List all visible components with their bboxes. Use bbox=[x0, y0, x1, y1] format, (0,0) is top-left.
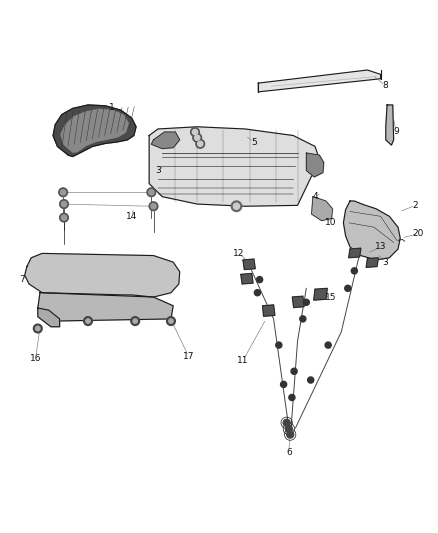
Circle shape bbox=[147, 188, 155, 197]
Polygon shape bbox=[241, 273, 253, 284]
Circle shape bbox=[257, 277, 263, 282]
Polygon shape bbox=[61, 109, 128, 152]
Circle shape bbox=[192, 130, 198, 135]
Polygon shape bbox=[349, 248, 361, 258]
Circle shape bbox=[133, 319, 138, 323]
Circle shape bbox=[60, 200, 68, 208]
Polygon shape bbox=[263, 305, 275, 316]
Circle shape bbox=[351, 268, 357, 274]
Polygon shape bbox=[343, 201, 400, 260]
Circle shape bbox=[345, 285, 351, 292]
Circle shape bbox=[191, 128, 199, 136]
Text: 15: 15 bbox=[325, 293, 336, 302]
Polygon shape bbox=[149, 127, 319, 206]
Text: 2: 2 bbox=[413, 201, 418, 210]
Text: 17: 17 bbox=[183, 351, 194, 360]
Circle shape bbox=[84, 317, 92, 326]
Polygon shape bbox=[53, 105, 136, 157]
Polygon shape bbox=[38, 308, 60, 327]
Polygon shape bbox=[314, 288, 327, 300]
Circle shape bbox=[286, 425, 292, 432]
Text: 3: 3 bbox=[382, 257, 388, 266]
Circle shape bbox=[166, 317, 175, 326]
Circle shape bbox=[60, 190, 66, 195]
Circle shape bbox=[276, 342, 282, 348]
Circle shape bbox=[59, 188, 67, 197]
Circle shape bbox=[283, 419, 290, 426]
Polygon shape bbox=[292, 296, 304, 308]
Circle shape bbox=[289, 394, 295, 400]
Polygon shape bbox=[366, 258, 378, 268]
Text: 3: 3 bbox=[155, 166, 161, 175]
Polygon shape bbox=[386, 105, 394, 145]
Circle shape bbox=[194, 135, 200, 140]
Text: 1: 1 bbox=[109, 103, 115, 111]
Circle shape bbox=[300, 316, 306, 322]
Text: 16: 16 bbox=[30, 354, 41, 362]
Circle shape bbox=[33, 324, 42, 333]
Text: 20: 20 bbox=[412, 229, 424, 238]
Circle shape bbox=[287, 431, 293, 438]
Circle shape bbox=[196, 140, 205, 148]
Circle shape bbox=[86, 319, 90, 323]
Text: 12: 12 bbox=[233, 249, 244, 258]
Circle shape bbox=[61, 215, 67, 220]
Circle shape bbox=[231, 201, 242, 212]
Circle shape bbox=[281, 381, 287, 387]
Circle shape bbox=[193, 133, 201, 142]
Text: 6: 6 bbox=[286, 448, 292, 457]
Text: 7: 7 bbox=[19, 275, 25, 284]
Circle shape bbox=[149, 190, 154, 195]
Polygon shape bbox=[38, 293, 173, 321]
Text: 9: 9 bbox=[393, 127, 399, 136]
Text: 10: 10 bbox=[325, 219, 336, 228]
Circle shape bbox=[35, 326, 40, 330]
Polygon shape bbox=[25, 253, 180, 297]
Circle shape bbox=[198, 141, 203, 147]
Circle shape bbox=[61, 201, 67, 207]
Polygon shape bbox=[311, 197, 332, 221]
Text: 5: 5 bbox=[251, 138, 257, 147]
Circle shape bbox=[131, 317, 140, 326]
Text: 8: 8 bbox=[382, 81, 388, 90]
Circle shape bbox=[169, 319, 173, 323]
Text: 13: 13 bbox=[375, 243, 386, 252]
Text: 11: 11 bbox=[237, 356, 249, 365]
Polygon shape bbox=[151, 132, 180, 149]
Circle shape bbox=[60, 213, 68, 222]
Circle shape bbox=[254, 289, 261, 296]
Circle shape bbox=[307, 377, 314, 383]
Text: 4: 4 bbox=[312, 192, 318, 201]
Text: 14: 14 bbox=[126, 212, 138, 221]
Circle shape bbox=[149, 202, 158, 211]
Polygon shape bbox=[258, 70, 381, 92]
Circle shape bbox=[151, 204, 156, 209]
Circle shape bbox=[291, 368, 297, 374]
Circle shape bbox=[233, 203, 240, 209]
Circle shape bbox=[325, 342, 331, 348]
Polygon shape bbox=[243, 259, 255, 270]
Circle shape bbox=[303, 299, 309, 305]
Polygon shape bbox=[306, 153, 324, 177]
